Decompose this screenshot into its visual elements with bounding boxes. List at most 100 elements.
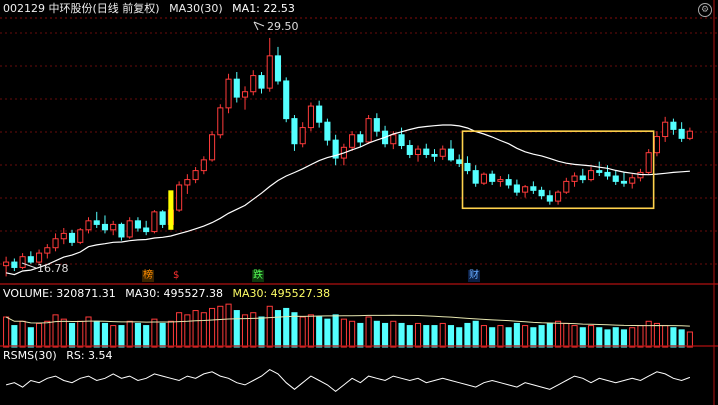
volume-bar: [612, 327, 619, 348]
candle: [93, 211, 100, 228]
candle: [587, 167, 595, 182]
candle-body: [357, 134, 364, 143]
stock-title: 002129 中环股份(日线 前复权): [3, 2, 160, 15]
candle: [349, 131, 356, 151]
candle-body: [489, 173, 496, 182]
candle: [489, 170, 496, 185]
volume-bar: [480, 325, 487, 348]
volume-bar: [340, 318, 347, 348]
volume-bar: [406, 325, 413, 348]
low-annotation-arrow: [21, 262, 37, 269]
candle: [596, 161, 603, 176]
volume-bar: [307, 314, 314, 348]
volume-bar: [513, 322, 520, 348]
candle: [52, 233, 59, 252]
candle-body: [134, 220, 141, 229]
candle: [27, 251, 34, 264]
volume-bar: [299, 316, 306, 348]
candle-body: [52, 238, 59, 249]
rs-value: RS: 3.54: [66, 349, 113, 362]
candle-body: [513, 184, 520, 193]
candlestick-series: [3, 37, 693, 277]
volume-bar: [233, 310, 240, 348]
volume-bar: [678, 329, 685, 348]
candle: [110, 220, 117, 236]
candle: [143, 220, 150, 236]
volume-bar: [555, 320, 562, 348]
settings-gear-icon[interactable]: ⚙: [698, 3, 712, 17]
candle: [225, 73, 232, 114]
volume-bar: [497, 325, 504, 348]
volume-bar: [637, 325, 644, 348]
candle-body: [143, 227, 150, 233]
candle: [85, 217, 92, 234]
candle-body: [686, 130, 693, 139]
volume-bar: [36, 322, 43, 348]
candle: [678, 122, 685, 142]
volume-bar: [332, 314, 339, 348]
candle: [77, 228, 84, 245]
candle: [365, 115, 372, 144]
volume-bar: [604, 329, 611, 348]
volume-ma30-line: [5, 314, 690, 327]
candle: [464, 156, 471, 175]
volume-bar: [44, 320, 51, 348]
candle: [101, 215, 109, 234]
marker-finance[interactable]: 财: [468, 270, 480, 282]
volume-bar: [192, 310, 199, 348]
candle: [307, 102, 314, 132]
candle-body: [431, 153, 438, 157]
rsms-line: [5, 369, 691, 393]
volume-bar: [423, 325, 430, 348]
volume-bar: [134, 322, 141, 348]
volume-bar: [390, 320, 397, 348]
volume-bar: [184, 314, 191, 348]
volume-bar: [52, 314, 59, 348]
candle-body: [546, 195, 553, 202]
volume-bar: [266, 305, 273, 348]
candle-body: [653, 136, 660, 154]
volume-bar: [77, 320, 84, 348]
candle: [11, 258, 18, 272]
candle-body: [3, 261, 10, 267]
volume-bar: [241, 314, 249, 348]
volume-bar: [110, 325, 117, 348]
volume-bar-series: [3, 303, 693, 348]
marker-fall[interactable]: 跌: [252, 270, 264, 282]
candle-body: [406, 145, 413, 155]
volume-bar: [373, 320, 380, 348]
candle: [439, 145, 446, 160]
candle: [340, 143, 347, 166]
volume-bar: [472, 320, 479, 348]
candle-body: [93, 220, 100, 225]
candle-body: [629, 177, 636, 184]
marker-dollar[interactable]: $: [173, 270, 180, 281]
volume-bar: [316, 316, 323, 348]
volume-bar: [126, 320, 133, 348]
candle: [497, 176, 504, 187]
marker-bang[interactable]: 榜: [142, 270, 154, 282]
rsms-header: RSMS(30) RS: 3.54: [3, 349, 119, 363]
volume-bar: [571, 325, 578, 348]
volume-bar: [250, 312, 257, 348]
candle-body: [414, 148, 422, 155]
candle: [686, 127, 693, 141]
volume-bar: [579, 327, 586, 348]
candle: [60, 228, 67, 245]
volume-bar: [217, 305, 224, 348]
candle: [200, 156, 207, 175]
volume-bar: [382, 322, 389, 348]
low-annotation: 16.78: [37, 262, 69, 275]
ma1-value: MA1: 22.53: [232, 2, 295, 15]
candle-body: [200, 159, 207, 172]
volume-bar: [209, 307, 216, 348]
volume-ma30-b: MA30: 495527.38: [232, 287, 331, 300]
candle-body: [68, 232, 76, 243]
candle-body: [36, 252, 43, 263]
volume-bar: [546, 322, 553, 348]
candle: [316, 100, 323, 128]
ma-label: MA30(30): [169, 2, 223, 15]
candle-body: [151, 211, 158, 233]
